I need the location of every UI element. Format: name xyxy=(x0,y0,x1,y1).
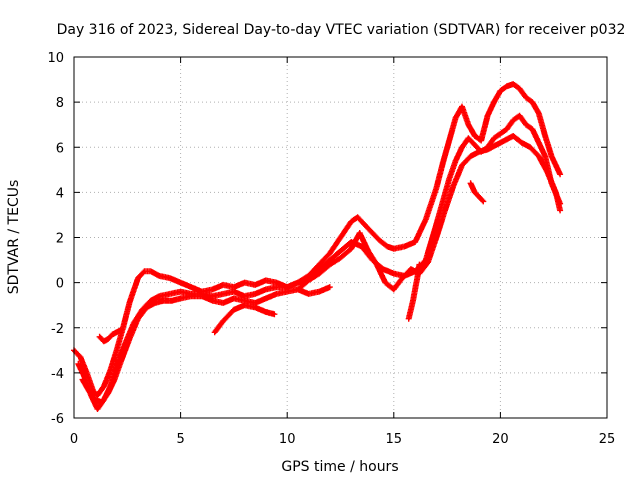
x-tick-label: 0 xyxy=(70,432,78,447)
x-axis-label: GPS time / hours xyxy=(281,459,398,475)
series-3 xyxy=(96,327,124,345)
y-tick-label: 6 xyxy=(56,141,64,156)
series-markers xyxy=(79,133,564,406)
x-tick-label: 5 xyxy=(176,432,184,447)
series-2 xyxy=(79,133,564,406)
y-tick-label: 0 xyxy=(56,277,64,292)
y-axis-label: SDTVAR / TECUs xyxy=(6,180,22,295)
series-markers xyxy=(294,284,333,297)
x-tick-label: 20 xyxy=(492,432,509,447)
series-7 xyxy=(467,180,487,205)
y-tick-label: 2 xyxy=(56,232,64,247)
grid-lines xyxy=(74,57,607,418)
series-5 xyxy=(294,284,333,297)
series-6 xyxy=(405,261,423,322)
y-tick-label: 8 xyxy=(56,96,64,111)
series-0 xyxy=(71,81,564,399)
x-tick-label: 15 xyxy=(386,432,403,447)
data-series xyxy=(71,81,564,412)
y-tick-label: -2 xyxy=(51,322,64,337)
y-tick-label: 4 xyxy=(56,186,64,201)
y-tick-label: -4 xyxy=(51,367,64,382)
axis-ticks: 0 5 10 15 20 25 -6 -4 -2 0 2 4 6 8 10 xyxy=(47,51,615,447)
y-tick-label: -6 xyxy=(51,412,64,427)
x-tick-label: 10 xyxy=(279,432,296,447)
chart-title: Day 316 of 2023, Sidereal Day-to-day VTE… xyxy=(57,22,626,38)
series-markers xyxy=(71,81,564,399)
x-tick-label: 25 xyxy=(599,432,616,447)
series-markers xyxy=(405,261,423,322)
series-markers xyxy=(211,302,278,336)
y-tick-label: 10 xyxy=(47,51,64,66)
series-4 xyxy=(211,302,278,336)
series-markers xyxy=(467,180,487,205)
series-markers xyxy=(96,327,124,345)
